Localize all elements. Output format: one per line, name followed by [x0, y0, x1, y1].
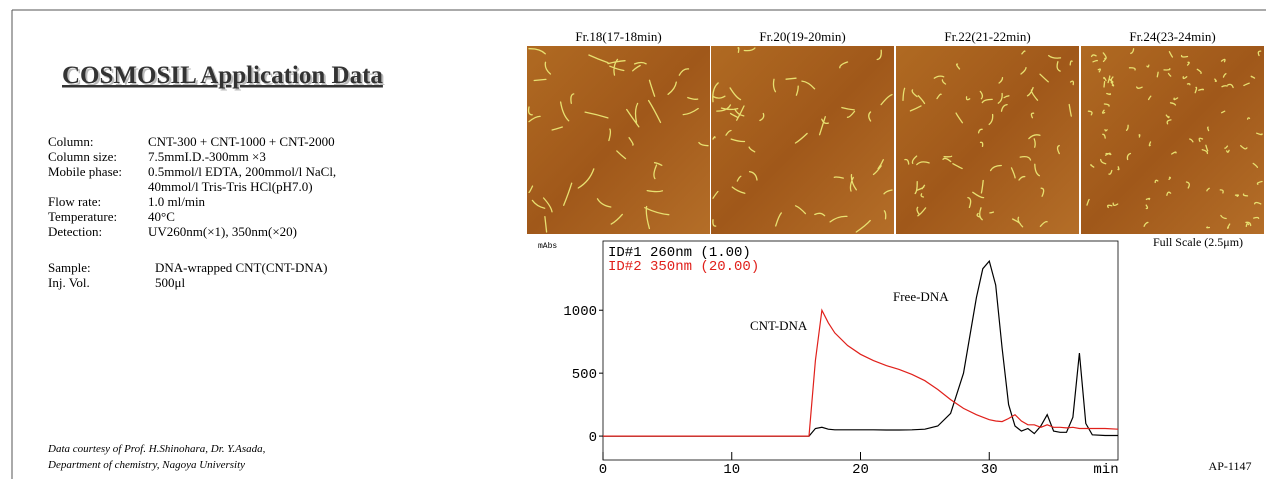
series-line — [603, 259, 1118, 437]
y-tick-label: 1000 — [563, 304, 597, 320]
param-value: 40°C — [148, 209, 175, 224]
param-value: 1.0 ml/min — [148, 194, 206, 209]
afm-image — [527, 46, 710, 234]
param-label: Column: — [48, 134, 94, 149]
chromatogram: 0 500 1000 0 10 20 30 min mAbs ID#1 260nm (1.00)I… — [538, 240, 1119, 478]
image-caption: Fr.24(23-24min) — [1129, 29, 1215, 44]
afm-fibers — [527, 48, 709, 233]
legend-entry: ID#2 350nm (20.00) — [608, 259, 759, 275]
legend-entry: ID#1 260nm (1.00) — [608, 245, 751, 261]
param-value: 0.5mmol/l EDTA, 200mmol/l NaCl, — [148, 164, 336, 179]
x-axis-label: min — [1093, 462, 1118, 478]
image-caption: Fr.20(19-20min) — [759, 29, 845, 44]
annotation: Free-DNA — [893, 289, 949, 304]
param-value: 500μl — [155, 275, 185, 290]
y-axis-label: mAbs — [538, 242, 557, 251]
param-label: Temperature: — [48, 209, 117, 224]
param-label: Detection: — [48, 224, 102, 239]
param-label: Column size: — [48, 149, 117, 164]
title: COSMOSIL Application Data — [62, 62, 383, 89]
param-label: Mobile phase: — [48, 164, 122, 179]
title-shadow: COSMOSIL Application Data — [64, 64, 385, 91]
param-value: DNA-wrapped CNT(CNT-DNA) — [155, 260, 327, 275]
afm-images: Fr.18(17-18min) Fr.20(19-20min) Fr.22(21-2… — [527, 29, 1264, 234]
x-tick-label: 30 — [981, 462, 998, 478]
image-caption: Fr.22(21-22min) — [944, 29, 1030, 44]
credit: Data courtesy of Prof. H.Shinohara, Dr. … — [47, 443, 266, 455]
afm-image — [711, 46, 894, 234]
doc-code: AP-1147 — [1209, 459, 1252, 473]
param-value: UV260nm(×1), 350nm(×20) — [148, 224, 297, 239]
image-caption: Fr.18(17-18min) — [575, 29, 661, 44]
afm-image — [896, 46, 1079, 234]
annotation: CNT-DNA — [750, 318, 808, 333]
series-line — [603, 308, 1119, 437]
afm-fibers — [902, 50, 1075, 228]
x-tick-label: 20 — [852, 462, 869, 478]
param-value: CNT-300 + CNT-1000 + CNT-2000 — [148, 134, 335, 149]
param-value: 7.5mmI.D.-300mm ×3 — [148, 149, 266, 164]
y-tick-label: 500 — [572, 367, 597, 383]
afm-fibers — [712, 46, 893, 233]
param-label: Flow rate: — [48, 194, 101, 209]
scale-label: Full Scale (2.5μm) — [1153, 235, 1243, 249]
param-value: 40mmol/l Tris-Tris HCl(pH7.0) — [148, 179, 313, 194]
credit: Department of chemistry, Nagoya Universi… — [47, 459, 245, 471]
param-label: Sample: — [48, 260, 91, 275]
y-tick-label: 0 — [589, 430, 597, 446]
afm-fibers — [1086, 48, 1263, 229]
param-label: Inj. Vol. — [48, 275, 90, 290]
afm-image — [1081, 46, 1264, 234]
x-tick-label: 10 — [723, 462, 740, 478]
x-tick-label: 0 — [599, 462, 607, 478]
